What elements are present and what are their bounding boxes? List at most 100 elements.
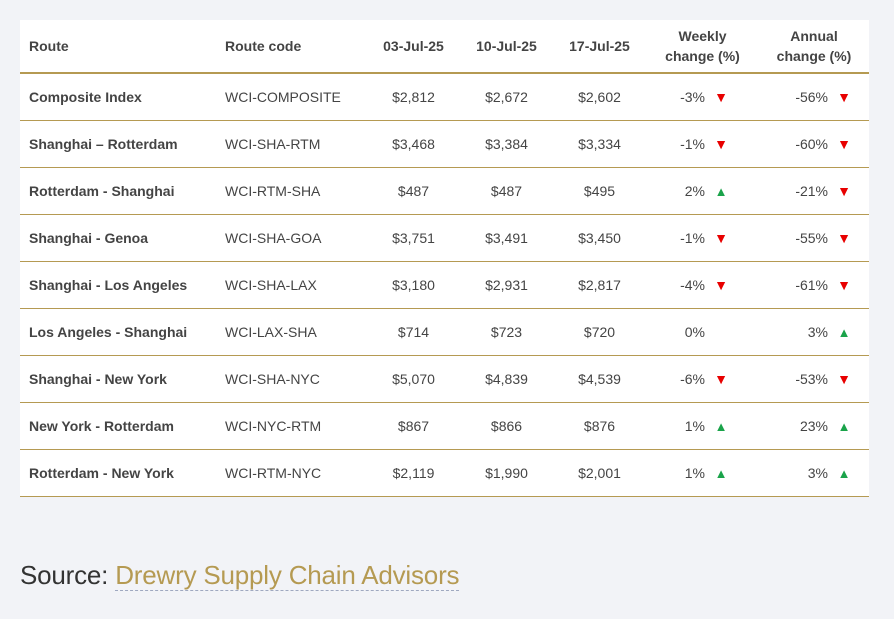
triangle-down-icon: ▼ [837,183,851,199]
weekly-change-value: 2% [684,183,705,199]
weekly-change-value: 0% [684,324,705,340]
weekly-change-value: -4% [680,277,705,293]
source-prefix: Source: [20,560,116,590]
rates-table-card: Route Route code 03-Jul-25 10-Jul-25 17-… [20,20,869,497]
header-annual-change: Annual change (%) [759,20,869,74]
weekly-change-value: 1% [684,465,705,481]
route-name: Shanghai - Los Angeles [20,261,219,309]
table-row: Shanghai - Genoa WCI-SHA-GOA $3,751 $3,491 $… [20,214,869,262]
header-route-code: Route code [219,20,367,74]
annual-change-value: -53% [795,371,828,387]
rate-date-3: $876 [553,402,646,450]
rate-date-1: $2,812 [367,73,460,121]
rate-date-3: $2,001 [553,449,646,497]
rate-date-3: $2,602 [553,73,646,121]
triangle-down-icon: ▼ [837,371,851,387]
triangle-down-icon: ▼ [714,230,728,246]
triangle-down-icon: ▼ [714,89,728,105]
rate-date-2: $1,990 [460,449,553,497]
header-date-3: 17-Jul-25 [553,20,646,74]
route-code: WCI-SHA-LAX [219,261,367,309]
header-weekly-line-2: change (%) [665,48,740,64]
annual-change: -53% ▼ [759,355,869,403]
rate-date-3: $3,450 [553,214,646,262]
header-date-1: 03-Jul-25 [367,20,460,74]
table-header-row: Route Route code 03-Jul-25 10-Jul-25 17-… [20,20,869,74]
rate-date-3: $2,817 [553,261,646,309]
rate-date-1: $3,751 [367,214,460,262]
route-name: Shanghai - Genoa [20,214,219,262]
weekly-change: 1% ▲ [646,402,759,450]
weekly-change-value: -6% [680,371,705,387]
source-line: Source: Drewry Supply Chain Advisors [20,560,460,591]
source-link[interactable]: Drewry Supply Chain Advisors [115,560,460,591]
route-name: Shanghai – Rotterdam [20,120,219,168]
weekly-change-value: -1% [680,230,705,246]
route-name: Composite Index [20,73,219,121]
rate-date-1: $3,468 [367,120,460,168]
route-code: WCI-SHA-GOA [219,214,367,262]
rate-date-2: $866 [460,402,553,450]
rate-date-2: $4,839 [460,355,553,403]
table-row: Rotterdam - Shanghai WCI-RTM-SHA $487 $487 $… [20,167,869,215]
triangle-down-icon: ▼ [714,277,728,293]
weekly-change: 0% [646,308,759,356]
rate-date-1: $2,119 [367,449,460,497]
weekly-change-value: -1% [680,136,705,152]
annual-change: -60% ▼ [759,120,869,168]
triangle-up-icon: ▲ [714,419,728,434]
route-code: WCI-LAX-SHA [219,308,367,356]
annual-change: 3% ▲ [759,449,869,497]
route-code: WCI-RTM-NYC [219,449,367,497]
table-row: Rotterdam - New York WCI-RTM-NYC $2,119 $1,… [20,449,869,497]
annual-change-value: -21% [795,183,828,199]
route-code: WCI-RTM-SHA [219,167,367,215]
table-row: New York - Rotterdam WCI-NYC-RTM $867 $866 $… [20,402,869,450]
triangle-up-icon: ▲ [837,466,851,481]
annual-change: -55% ▼ [759,214,869,262]
triangle-down-icon: ▼ [714,371,728,387]
weekly-change-value: -3% [680,89,705,105]
route-name: New York - Rotterdam [20,402,219,450]
header-annual-line-1: Annual [790,28,838,44]
rate-date-1: $487 [367,167,460,215]
rate-date-1: $867 [367,402,460,450]
weekly-change: -1% ▼ [646,214,759,262]
route-code: WCI-COMPOSITE [219,73,367,121]
route-name: Rotterdam - Shanghai [20,167,219,215]
annual-change-value: -60% [795,136,828,152]
weekly-change: 2% ▲ [646,167,759,215]
table-row: Shanghai - Los Angeles WCI-SHA-LAX $3,180 $… [20,261,869,309]
triangle-down-icon: ▼ [837,89,851,105]
table-row: Composite Index WCI-COMPOSITE $2,812 $2,672… [20,73,869,121]
rate-date-3: $720 [553,308,646,356]
header-annual-line-2: change (%) [776,48,852,64]
weekly-change: -1% ▼ [646,120,759,168]
annual-change-value: 3% [807,324,828,340]
rate-date-3: $495 [553,167,646,215]
triangle-up-icon: ▲ [837,325,851,340]
route-code: WCI-NYC-RTM [219,402,367,450]
weekly-change: 1% ▲ [646,449,759,497]
annual-change-value: 23% [799,418,828,434]
rate-date-2: $2,931 [460,261,553,309]
triangle-down-icon: ▼ [837,230,851,246]
triangle-up-icon: ▲ [837,419,851,434]
table-row: Los Angeles - Shanghai WCI-LAX-SHA $714 $72… [20,308,869,356]
triangle-up-icon: ▲ [714,466,728,481]
rate-date-2: $723 [460,308,553,356]
rate-date-1: $3,180 [367,261,460,309]
triangle-up-icon: ▲ [714,184,728,199]
weekly-change: -4% ▼ [646,261,759,309]
header-weekly-line-1: Weekly [678,28,727,44]
annual-change: -56% ▼ [759,73,869,121]
annual-change: -21% ▼ [759,167,869,215]
route-code: WCI-SHA-NYC [219,355,367,403]
header-route: Route [20,20,219,74]
route-name: Shanghai - New York [20,355,219,403]
weekly-change-value: 1% [684,418,705,434]
rate-date-2: $487 [460,167,553,215]
rate-date-2: $3,384 [460,120,553,168]
annual-change: 3% ▲ [759,308,869,356]
rate-date-3: $3,334 [553,120,646,168]
